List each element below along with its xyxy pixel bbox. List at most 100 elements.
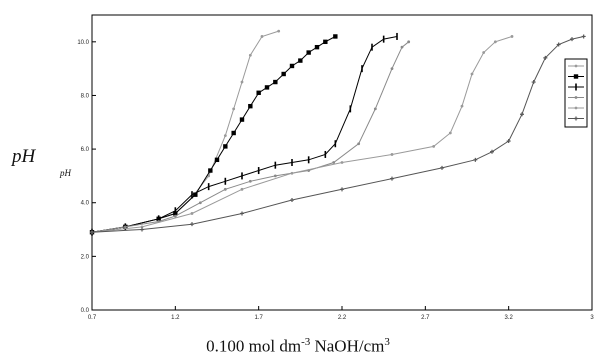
- data-point: [198, 201, 202, 205]
- data-point: [574, 64, 578, 68]
- x-tick-label: 3.2: [504, 315, 513, 321]
- data-point: [214, 157, 220, 163]
- data-point: [264, 85, 270, 90]
- legend-entry: [568, 106, 584, 110]
- data-point: [223, 144, 228, 149]
- data-point: [140, 227, 144, 232]
- data-point: [298, 58, 303, 63]
- data-point: [340, 161, 344, 164]
- y-tick-label: 6.0: [81, 147, 90, 153]
- data-point: [573, 74, 579, 79]
- data-point: [332, 161, 336, 164]
- data-point: [574, 106, 578, 110]
- data-point: [190, 222, 194, 227]
- data-point: [460, 104, 464, 108]
- series-group: [89, 29, 586, 236]
- data-point: [248, 103, 253, 109]
- series-line: [91, 36, 398, 233]
- data-point: [432, 145, 436, 148]
- y-tick-label: 2.0: [81, 254, 90, 260]
- data-point: [570, 37, 574, 42]
- data-point: [289, 63, 295, 69]
- data-point: [574, 116, 578, 121]
- x-tick-label: 1.2: [171, 315, 180, 321]
- data-point: [273, 174, 277, 178]
- x-tick-label: 1.7: [254, 315, 263, 321]
- axes-group: 0.7 1.2 1.7 2.2 2.7 3.2 3 0.0 2.0 4.0 6.0 8.0 10.0: [77, 40, 594, 321]
- data-point: [323, 39, 328, 45]
- data-point: [239, 117, 245, 122]
- data-point: [340, 187, 344, 192]
- x-axis-label-part2: NaOH/cm: [310, 336, 385, 356]
- data-point: [543, 55, 548, 60]
- legend-entry: [568, 74, 584, 79]
- data-point: [173, 214, 177, 218]
- series-line: [91, 30, 279, 233]
- data-point: [306, 50, 311, 55]
- x-axis-label-exponent2: 3: [384, 336, 390, 348]
- x-axis-label-exponent1: -3: [301, 336, 311, 348]
- data-point: [473, 157, 478, 162]
- data-point: [223, 134, 227, 138]
- data-point: [231, 130, 236, 136]
- data-point: [277, 29, 281, 33]
- data-point: [248, 53, 252, 57]
- data-point: [140, 225, 144, 229]
- data-point: [190, 212, 194, 215]
- legend-entry: [568, 96, 584, 99]
- data-point: [407, 40, 411, 44]
- data-point: [208, 168, 213, 173]
- data-point: [90, 230, 94, 235]
- data-point: [506, 139, 511, 144]
- legend-entry: [568, 116, 584, 121]
- series-1: [90, 29, 281, 234]
- y-tick-label: 4.0: [81, 201, 90, 207]
- data-point: [440, 165, 444, 170]
- series-line: [91, 36, 513, 233]
- legend-entries: [568, 64, 584, 121]
- y-axis-label: pH: [12, 146, 36, 167]
- x-tick-label: 2.2: [338, 315, 347, 321]
- data-point: [223, 187, 227, 191]
- x-tick-label: 3: [590, 315, 594, 321]
- series-2: [89, 34, 338, 235]
- data-point: [260, 35, 264, 38]
- series-3: [91, 32, 398, 236]
- x-tick-label: 2.7: [421, 315, 430, 321]
- data-point: [390, 67, 394, 71]
- data-point: [281, 71, 286, 77]
- y-tick-label: 0.0: [81, 308, 90, 314]
- data-point: [482, 51, 486, 54]
- data-point: [314, 44, 320, 50]
- data-point: [240, 211, 244, 216]
- data-point: [290, 198, 294, 203]
- y-tick-label: 8.0: [81, 93, 90, 99]
- data-point: [256, 90, 261, 95]
- x-tick-label: 0.7: [88, 315, 97, 321]
- data-point: [290, 171, 294, 175]
- data-point: [490, 149, 494, 154]
- series-5: [90, 35, 514, 234]
- legend: [564, 58, 588, 128]
- data-point: [333, 34, 338, 39]
- data-point: [123, 225, 127, 229]
- data-point: [520, 112, 524, 117]
- legend-entry: [568, 83, 584, 91]
- data-point: [240, 187, 244, 191]
- data-point: [357, 142, 361, 146]
- series-line: [91, 36, 584, 233]
- data-point: [581, 34, 586, 39]
- data-point: [248, 179, 252, 183]
- data-point: [493, 40, 497, 44]
- data-point: [373, 107, 377, 111]
- x-axis-label: 0.100 mol dm-3 NaOH/cm3: [0, 336, 596, 357]
- data-point: [531, 80, 536, 85]
- data-point: [193, 192, 198, 197]
- data-point: [240, 80, 244, 84]
- inner-y-axis-label: pH: [59, 168, 72, 178]
- series-6: [90, 34, 586, 235]
- data-point: [448, 131, 452, 135]
- data-point: [574, 96, 578, 99]
- y-tick-label: 10.0: [77, 40, 89, 46]
